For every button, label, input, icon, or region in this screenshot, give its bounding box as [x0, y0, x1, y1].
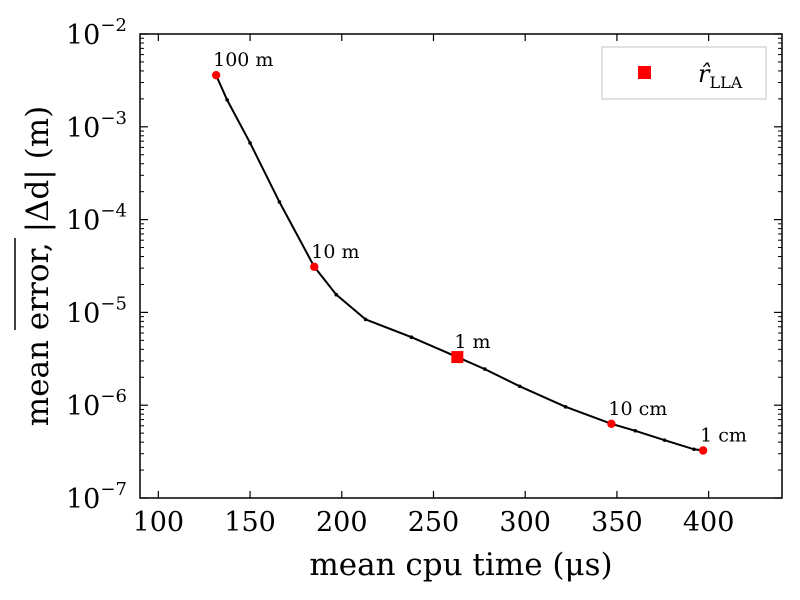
y-tick-label: 10−6 — [66, 386, 127, 422]
tolerance-point — [211, 70, 221, 80]
data-point — [363, 317, 368, 322]
series-line — [215, 74, 704, 452]
y-tick-label: 10−5 — [66, 293, 127, 329]
x-tick-label: 250 — [408, 507, 460, 538]
legend-box — [601, 46, 767, 100]
y-tick-label: 10−2 — [66, 15, 127, 51]
y-axis-label: mean error, |Δd| (m) — [20, 106, 56, 426]
data-point — [633, 428, 638, 433]
y-tick-label: 10−4 — [66, 201, 127, 237]
tolerance-point — [698, 446, 708, 455]
series-points — [214, 73, 705, 453]
plot-frame — [139, 33, 783, 499]
data-point — [483, 367, 487, 371]
point-annotation: 1 cm — [700, 424, 747, 446]
y-tick-label: 10−3 — [66, 108, 127, 144]
data-point — [277, 200, 282, 204]
data-point — [248, 141, 252, 145]
point-annotation: 1 m — [454, 331, 490, 353]
point-annotation: 10 cm — [608, 398, 667, 420]
data-point — [692, 447, 696, 452]
x-tick-label: 150 — [224, 507, 276, 538]
x-tick-label: 100 — [133, 507, 185, 538]
x-tick-label: 200 — [316, 507, 368, 538]
data-point — [662, 438, 667, 442]
legend-label-subscript: LLA — [709, 73, 742, 92]
data-point — [517, 384, 522, 389]
legend-label-main: r̂ — [698, 60, 711, 88]
point-annotation: 10 m — [311, 241, 359, 263]
legend-marker — [638, 66, 651, 79]
y-tick-label: 10−7 — [66, 479, 127, 515]
legend: r̂LLA — [601, 46, 767, 100]
tolerance-point — [310, 262, 319, 272]
tolerance-points — [211, 70, 708, 455]
annotations: 100 m 10 m 1 m 10 cm 1 cm — [213, 49, 747, 446]
data-point — [409, 335, 414, 340]
x-axis-label: mean cpu time (μs) — [309, 547, 612, 583]
point-annotation: 100 m — [213, 49, 273, 71]
lla-point — [451, 351, 464, 364]
x-tick-label: 300 — [499, 507, 551, 538]
data-point — [225, 98, 229, 102]
data-point — [563, 405, 568, 409]
tolerance-point — [607, 419, 616, 429]
data-point — [334, 292, 339, 297]
x-axis: 100 150 200 250 300 350 400 — [133, 34, 735, 538]
x-tick-label: 400 — [683, 507, 735, 538]
x-tick-label: 350 — [591, 507, 643, 538]
legend-label: r̂LLA — [698, 60, 743, 92]
